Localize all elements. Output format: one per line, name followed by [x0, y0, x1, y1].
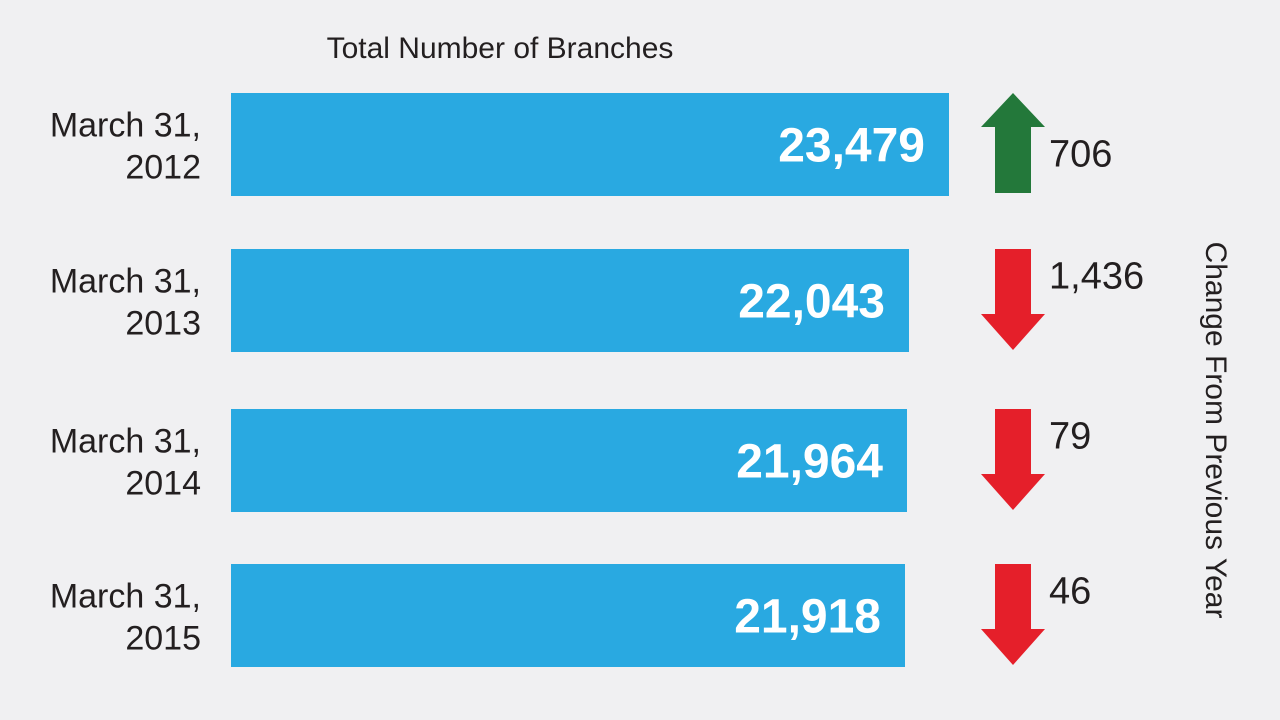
chart-rows: March 31, 2012 23,479 706 March 31, 2013 22,04…	[50, 93, 1144, 667]
change-value-label: 79	[1049, 416, 1091, 458]
down-arrow-icon	[981, 409, 1045, 510]
down-arrow-icon	[981, 249, 1045, 350]
bar-0	[231, 93, 949, 196]
bar-1	[231, 249, 909, 352]
category-label-line2: 2013	[125, 305, 201, 343]
bar-value-label: 22,043	[738, 276, 885, 329]
category-label-line2: 2012	[125, 149, 201, 187]
bar-2	[231, 409, 907, 512]
category-label-line1: March 31,	[50, 263, 201, 301]
category-label-line2: 2014	[125, 465, 201, 503]
down-arrow-icon	[981, 564, 1045, 665]
bar-3	[231, 564, 905, 667]
category-label-line1: March 31,	[50, 578, 201, 616]
change-value-label: 1,436	[1049, 256, 1144, 298]
chart-title: Total Number of Branches	[327, 32, 674, 65]
up-arrow-icon	[981, 93, 1045, 193]
category-label-line2: 2015	[125, 620, 201, 658]
category-label-line1: March 31,	[50, 107, 201, 145]
bar-value-label: 23,479	[778, 120, 925, 173]
change-value-label: 46	[1049, 571, 1091, 613]
bar-value-label: 21,964	[736, 436, 883, 489]
category-label-line1: March 31,	[50, 423, 201, 461]
bar-value-label: 21,918	[734, 591, 881, 644]
change-axis-label: Change From Previous Year	[1199, 242, 1232, 619]
change-value-label: 706	[1049, 134, 1112, 176]
